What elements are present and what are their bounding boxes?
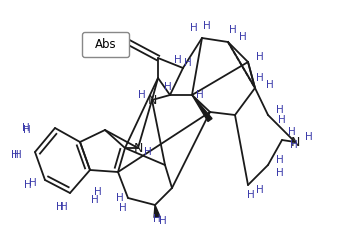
Text: H: H [119,203,127,213]
Text: H: H [184,58,192,68]
Text: H: H [14,150,22,160]
Polygon shape [192,95,212,122]
Text: H: H [256,52,264,62]
Text: H: H [174,55,182,65]
Text: H: H [138,90,146,100]
Text: H: H [116,193,124,203]
Text: H: H [276,105,284,115]
Text: N: N [147,94,157,106]
Text: H: H [278,115,286,125]
Text: H: H [56,202,64,212]
Text: H: H [276,168,284,178]
Text: H: H [159,216,167,226]
Text: H: H [288,127,296,137]
Text: H: H [23,125,31,135]
Text: H: H [24,180,32,190]
Text: H: H [196,90,204,100]
Text: H: H [203,21,211,31]
Text: H: H [190,23,198,33]
Text: H: H [60,202,68,212]
Text: H: H [29,178,37,188]
Text: H: H [266,80,274,90]
Text: N: N [290,136,300,148]
Text: H: H [153,214,161,224]
Text: H: H [256,185,264,195]
Text: H: H [247,190,255,200]
Text: H: H [164,82,172,92]
Polygon shape [154,205,160,218]
Text: N: N [133,142,143,154]
Text: H: H [11,150,19,160]
Text: H: H [239,32,247,42]
Text: H: H [94,187,102,197]
Text: H: H [290,140,298,150]
Text: H: H [229,25,237,35]
FancyBboxPatch shape [83,32,129,58]
Text: H: H [144,147,152,157]
Text: H: H [256,73,264,83]
Text: H: H [305,132,313,142]
Text: H: H [91,195,99,205]
Text: Abs: Abs [95,38,117,52]
Text: H: H [276,155,284,165]
Text: H: H [22,123,30,133]
